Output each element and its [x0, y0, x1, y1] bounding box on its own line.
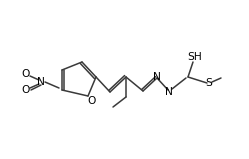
- Text: O: O: [22, 85, 30, 95]
- Text: S: S: [206, 78, 212, 88]
- Text: O: O: [88, 96, 96, 106]
- Text: N: N: [153, 72, 161, 82]
- Text: O: O: [22, 69, 30, 79]
- Text: SH: SH: [188, 52, 202, 62]
- Text: N: N: [37, 77, 45, 87]
- Text: N: N: [165, 87, 173, 97]
